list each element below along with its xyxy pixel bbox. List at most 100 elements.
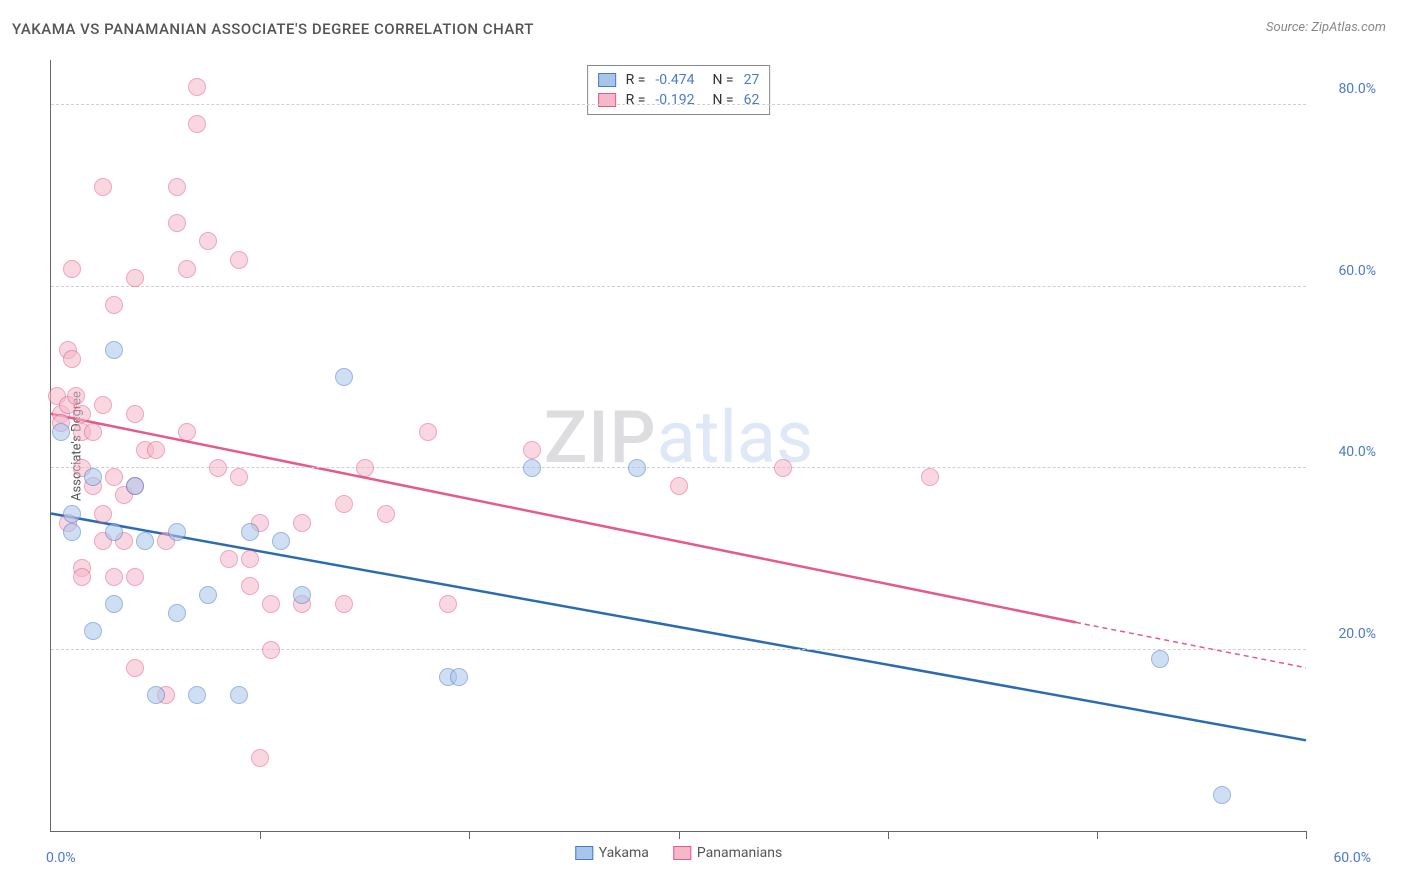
legend-r-value: -0.474 bbox=[655, 72, 694, 88]
data-point bbox=[293, 586, 311, 604]
data-point bbox=[126, 477, 144, 495]
data-point bbox=[670, 477, 688, 495]
data-point bbox=[774, 459, 792, 477]
data-point bbox=[73, 568, 91, 586]
legend-swatch-yakama bbox=[575, 846, 593, 860]
x-tick bbox=[1306, 831, 1307, 839]
y-axis-label: 80.0% bbox=[1338, 81, 1376, 97]
data-point bbox=[178, 260, 196, 278]
data-point bbox=[94, 505, 112, 523]
chart-source: Source: ZipAtlas.com bbox=[1266, 20, 1386, 35]
data-point bbox=[84, 468, 102, 486]
data-point bbox=[84, 423, 102, 441]
legend-label: Panamanians bbox=[697, 845, 782, 861]
data-point bbox=[199, 586, 217, 604]
legend-label: Yakama bbox=[599, 845, 649, 861]
data-point bbox=[188, 115, 206, 133]
data-point bbox=[188, 686, 206, 704]
data-point bbox=[126, 568, 144, 586]
data-point bbox=[84, 622, 102, 640]
data-point bbox=[262, 595, 280, 613]
x-tick bbox=[260, 831, 261, 839]
data-point bbox=[272, 532, 290, 550]
data-point bbox=[439, 595, 457, 613]
data-point bbox=[1213, 786, 1231, 804]
x-tick bbox=[888, 831, 889, 839]
trend-lines bbox=[51, 60, 1306, 831]
chart-title: YAKAMA VS PANAMANIAN ASSOCIATE'S DEGREE … bbox=[12, 20, 534, 38]
data-point bbox=[105, 341, 123, 359]
x-tick bbox=[1097, 831, 1098, 839]
data-point bbox=[188, 78, 206, 96]
y-axis-label: 60.0% bbox=[1338, 263, 1376, 279]
data-point bbox=[105, 296, 123, 314]
data-point bbox=[241, 577, 259, 595]
data-point bbox=[230, 251, 248, 269]
legend-correlation: R = -0.474 N = 27 R = -0.192 N = 62 bbox=[587, 65, 771, 115]
data-point bbox=[262, 641, 280, 659]
data-point bbox=[419, 423, 437, 441]
data-point bbox=[168, 178, 186, 196]
data-point bbox=[63, 260, 81, 278]
data-point bbox=[377, 505, 395, 523]
data-point bbox=[356, 459, 374, 477]
data-point bbox=[178, 423, 196, 441]
legend-row: R = -0.474 N = 27 bbox=[598, 70, 760, 90]
data-point bbox=[168, 214, 186, 232]
legend-item: Panamanians bbox=[673, 845, 782, 861]
data-point bbox=[293, 514, 311, 532]
legend-n-value: 27 bbox=[744, 72, 760, 88]
data-point bbox=[147, 686, 165, 704]
data-point bbox=[63, 505, 81, 523]
data-point bbox=[335, 368, 353, 386]
legend-n-label: N = bbox=[712, 72, 733, 88]
legend-item: Yakama bbox=[575, 845, 649, 861]
data-point bbox=[126, 405, 144, 423]
data-point bbox=[209, 459, 227, 477]
data-point bbox=[73, 405, 91, 423]
data-point bbox=[168, 604, 186, 622]
y-axis-label: 40.0% bbox=[1338, 444, 1376, 460]
x-tick bbox=[469, 831, 470, 839]
data-point bbox=[136, 532, 154, 550]
y-axis-label: 20.0% bbox=[1338, 626, 1376, 642]
data-point bbox=[105, 595, 123, 613]
data-point bbox=[147, 441, 165, 459]
legend-r-label: R = bbox=[626, 72, 646, 88]
data-point bbox=[126, 659, 144, 677]
legend-n-label: N = bbox=[712, 92, 733, 108]
x-axis-max-label: 60.0% bbox=[1333, 850, 1371, 866]
data-point bbox=[52, 423, 70, 441]
data-point bbox=[63, 523, 81, 541]
legend-n-value: 62 bbox=[744, 92, 760, 108]
data-point bbox=[241, 523, 259, 541]
data-point bbox=[230, 686, 248, 704]
legend-swatch-panamanians bbox=[673, 846, 691, 860]
legend-swatch-yakama bbox=[598, 73, 616, 87]
data-point bbox=[523, 459, 541, 477]
data-point bbox=[523, 441, 541, 459]
data-point bbox=[921, 468, 939, 486]
data-point bbox=[251, 749, 269, 767]
data-point bbox=[628, 459, 646, 477]
data-point bbox=[335, 595, 353, 613]
data-point bbox=[94, 396, 112, 414]
data-point bbox=[67, 387, 85, 405]
legend-r-label: R = bbox=[626, 92, 646, 108]
gridline bbox=[51, 649, 1306, 650]
data-point bbox=[199, 232, 217, 250]
data-point bbox=[450, 668, 468, 686]
legend-series: Yakama Panamanians bbox=[575, 845, 782, 861]
data-point bbox=[94, 178, 112, 196]
plot-area: ZIPatlas R = -0.474 N = 27 R = -0.192 N … bbox=[50, 60, 1306, 832]
data-point bbox=[241, 550, 259, 568]
gridline bbox=[51, 104, 1306, 105]
data-point bbox=[63, 350, 81, 368]
data-point bbox=[105, 468, 123, 486]
data-point bbox=[230, 468, 248, 486]
gridline bbox=[51, 286, 1306, 287]
data-point bbox=[126, 269, 144, 287]
data-point bbox=[105, 568, 123, 586]
legend-row: R = -0.192 N = 62 bbox=[598, 90, 760, 110]
data-point bbox=[168, 523, 186, 541]
